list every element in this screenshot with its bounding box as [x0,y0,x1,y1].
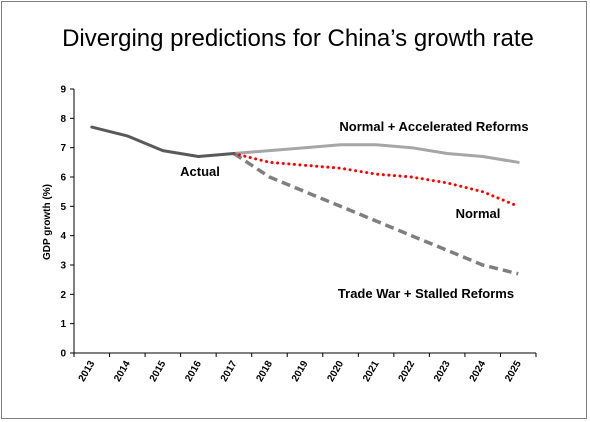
y-axis-label: GDP growth (%) [42,184,53,260]
x-tick-label: 2014 [112,359,133,384]
x-tick-label: 2015 [148,359,169,384]
y-tick-label: 9 [60,85,66,96]
chart-title: Diverging predictions for China’s growth… [62,25,534,52]
y-tick-label: 8 [60,114,66,125]
x-tick-label: 2017 [219,359,240,384]
series-label-normal-accelerated-reforms: Normal + Accelerated Reforms [339,119,528,134]
y-tick-label: 5 [60,202,66,213]
x-tick-label: 2023 [432,359,453,384]
y-tick-label: 1 [60,319,66,330]
series-label-normal: Normal [456,206,501,221]
series-line-actual [90,125,236,158]
y-tick-label: 3 [60,261,66,272]
x-tick-label: 2025 [503,359,524,384]
x-tick-label: 2021 [361,359,382,384]
series-line-normal-accelerated-reforms [232,143,520,164]
y-tick-label: 7 [60,143,66,154]
x-tick-label: 2022 [397,359,418,384]
x-tick-label: 2013 [77,359,98,384]
series-layer [90,125,520,276]
x-tick-label: 2019 [290,359,311,384]
series-label-actual: Actual [180,164,220,179]
y-tick-label: 6 [60,173,66,184]
x-tick-label: 2018 [254,359,275,384]
x-tick-label: 2024 [468,359,489,384]
series-line-normal [232,152,520,208]
y-tick-label: 4 [60,231,66,242]
series-line-trade-war-stalled-reforms [232,152,519,276]
series-label-trade-war-stalled-reforms: Trade War + Stalled Reforms [338,286,514,301]
x-tick-label: 2020 [325,359,346,384]
y-tick-label: 2 [60,290,66,301]
y-tick-label: 0 [60,349,66,360]
x-tick-label: 2016 [183,359,204,384]
series-labels: Actual Normal + Accelerated Reforms Normal… [180,119,528,301]
